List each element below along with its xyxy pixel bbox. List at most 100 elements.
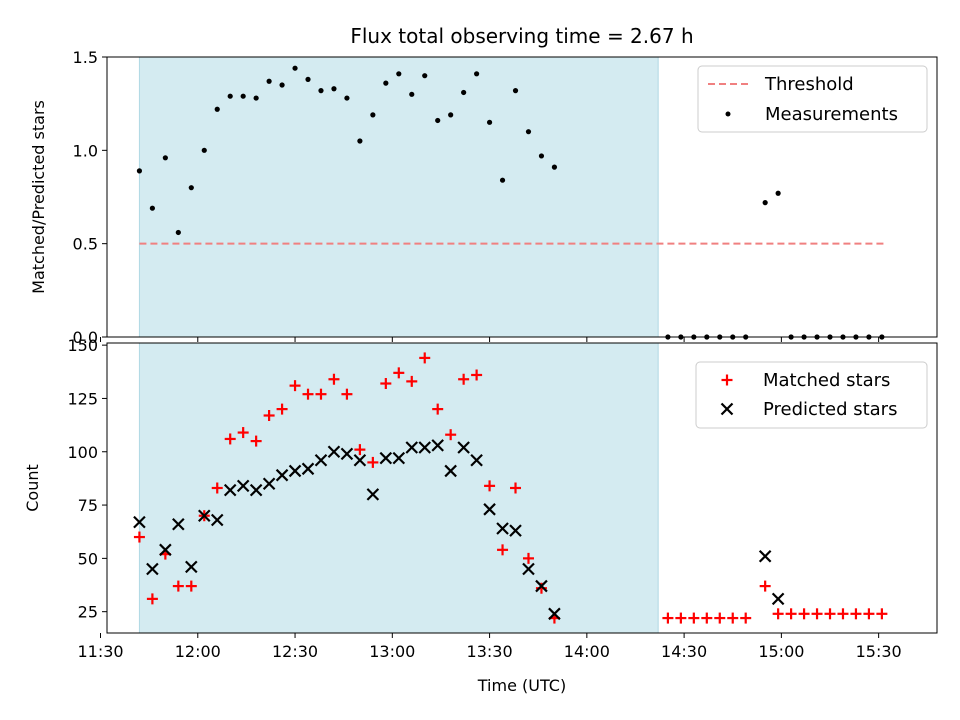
predicted-star-point	[262, 477, 276, 491]
predicted-star-point	[301, 462, 315, 476]
bottom-y-axis-label: Count	[23, 464, 42, 512]
predicted-star-point	[509, 524, 522, 537]
cross-stroke	[720, 402, 734, 416]
bottom-x-axis-ticks: 11:30 12:00 12:30 13:00 13:30 14:00 14:30 15:00…	[77, 633, 902, 661]
y-tick-label: 0.0	[73, 328, 98, 347]
cross-stroke	[457, 441, 470, 454]
matched-star-point	[211, 482, 223, 494]
measurement-point	[253, 95, 259, 101]
cross-stroke	[159, 543, 172, 557]
measurement-point	[370, 112, 376, 118]
cross-stroke	[146, 562, 159, 576]
predicted-star-point	[172, 517, 185, 531]
cross-stroke	[431, 439, 444, 452]
measurement-point	[762, 200, 768, 206]
matched-star-point	[458, 373, 470, 385]
cross-stroke	[392, 451, 406, 465]
matched-star-point	[289, 380, 301, 392]
bottom-panel: 25 50 75 100 125 150 11:30 12:00 12:30 13:00 13:3…	[23, 336, 938, 695]
predicted-star-point	[327, 445, 341, 459]
top-y-axis-label: Matched/Predicted stars	[29, 100, 48, 294]
matched-star-point	[811, 608, 823, 620]
matched-star-point	[380, 378, 392, 390]
matched-star-point	[497, 544, 509, 556]
matched-star-point	[662, 612, 674, 624]
measurement-point	[136, 168, 143, 174]
measurement-point	[266, 78, 272, 84]
cross-stroke	[548, 607, 561, 621]
measurement-point	[422, 73, 428, 79]
cross-stroke	[379, 451, 393, 465]
predicted-star-point	[340, 447, 354, 461]
cross-stroke	[172, 517, 185, 531]
measurement-point	[188, 185, 194, 191]
matched-star-point	[850, 608, 862, 620]
y-tick-label: 0.5	[73, 235, 98, 254]
cross-stroke	[771, 592, 785, 606]
matched-star-point	[471, 369, 483, 381]
cross-stroke	[327, 445, 341, 459]
predicted-star-point	[236, 479, 250, 493]
predicted-star-point	[535, 579, 548, 593]
y-tick-label: 25	[78, 603, 98, 622]
cross-stroke	[509, 524, 522, 537]
matched-star-point	[863, 608, 875, 620]
predicted-star-point	[444, 464, 457, 478]
cross-stroke	[288, 464, 302, 478]
y-tick-label: 1.5	[73, 48, 98, 67]
y-tick-label: 100	[67, 443, 98, 462]
cross-stroke	[210, 513, 224, 527]
legend-measurements-label: Measurements	[765, 104, 898, 125]
x-tick-label: 11:30	[77, 642, 123, 661]
predicted-star-point	[185, 560, 198, 574]
matched-star-point	[276, 403, 288, 415]
matched-star-point	[785, 608, 797, 620]
matched-star-point	[701, 612, 713, 624]
top-panel-frame	[106, 56, 938, 338]
cross-stroke	[496, 522, 509, 535]
matched-star-point	[688, 612, 700, 624]
bottom-legend-box	[695, 361, 928, 429]
top-legend-box	[697, 65, 928, 133]
predicted-star-point	[522, 562, 535, 576]
cross-stroke	[340, 447, 354, 461]
matched-star-point	[250, 435, 262, 447]
matched-star-point	[315, 388, 327, 400]
matched-star-point	[185, 580, 197, 592]
x-tick-label: 15:00	[758, 642, 804, 661]
x-tick-label: 12:30	[272, 642, 318, 661]
measurement-point	[214, 106, 220, 112]
cross-stroke	[522, 562, 535, 576]
predicted-star-point	[146, 562, 159, 576]
cross-stroke	[444, 464, 457, 478]
predicted-star-point	[133, 515, 146, 529]
measurement-point	[149, 205, 155, 211]
matched-star-point	[354, 444, 366, 456]
cross-stroke	[223, 483, 237, 497]
x-tick-label: 13:30	[467, 642, 513, 661]
predicted-star-point	[159, 543, 172, 557]
bottom-panel-frame	[106, 342, 938, 634]
cross-stroke	[314, 454, 328, 467]
cross-stroke	[353, 454, 367, 467]
predicted-star-point	[771, 592, 785, 606]
measurement-point	[525, 129, 532, 135]
matched-star-point	[798, 608, 810, 620]
chart-title: Flux total observing time = 2.67 h	[350, 24, 693, 48]
matched-star-point	[367, 456, 379, 468]
measurement-point	[175, 229, 181, 236]
top-y-axis-ticks: 0.0 0.5 1.0 1.5	[73, 48, 107, 347]
matched-star-point	[675, 612, 687, 624]
matched-star-point	[393, 367, 405, 379]
top-x-axis-ticks	[100, 337, 880, 342]
measurement-point	[227, 93, 233, 99]
measurement-point	[538, 153, 545, 159]
cross-marker	[720, 402, 734, 416]
matched-star-point	[837, 608, 849, 620]
cross-stroke	[301, 462, 315, 476]
matched-star-point	[727, 612, 739, 624]
cross-stroke	[197, 509, 211, 522]
measurement-point	[240, 93, 246, 99]
legend-matched-label: Matched stars	[763, 370, 890, 391]
